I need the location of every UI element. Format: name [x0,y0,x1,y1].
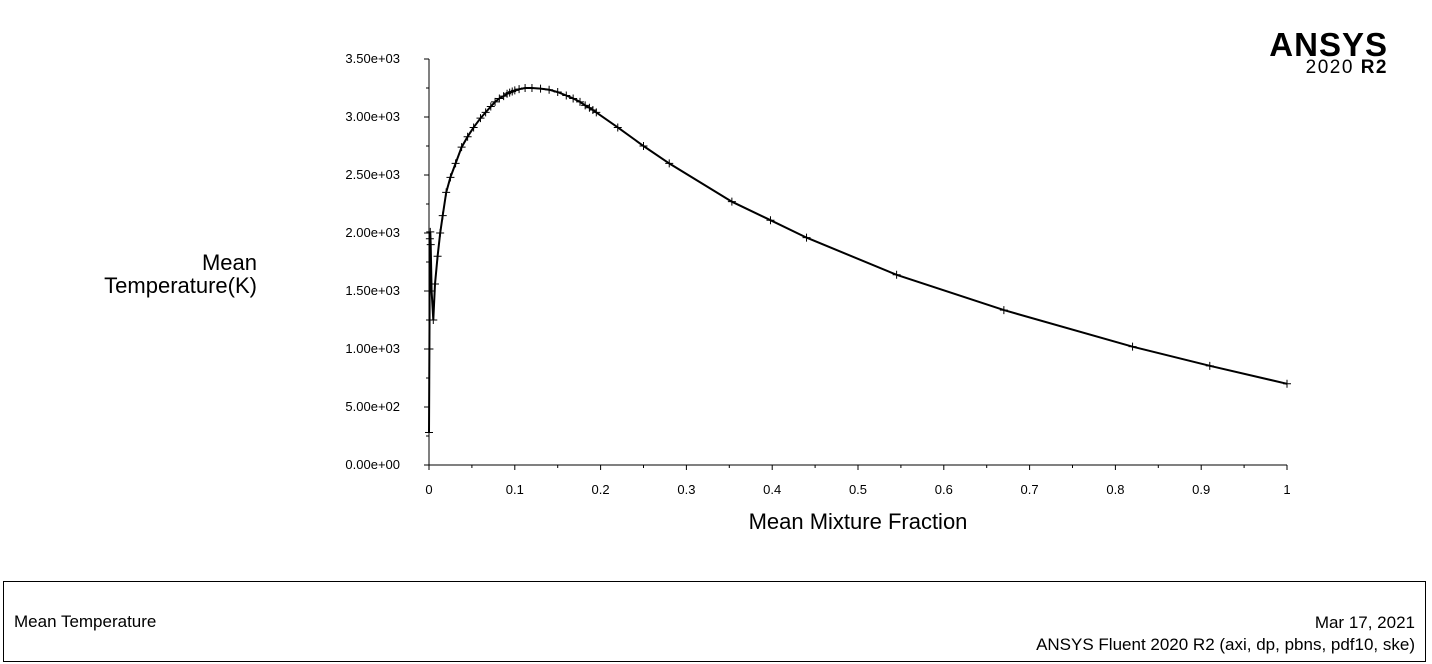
data-point-marker [892,270,901,279]
y-tick-label: 1.00e+03 [345,341,400,356]
data-point-marker [576,97,585,106]
ansys-logo: ANSYS 2020 R2 [1269,28,1388,77]
data-point-marker [481,108,490,117]
data-point-marker [727,197,736,206]
data-point-marker [536,84,545,93]
data-point-marker [510,86,519,95]
data-point-marker [515,85,524,94]
y-tick-label: 0.00e+00 [345,457,400,472]
data-point-marker [427,287,436,295]
data-point-marker [425,234,434,243]
data-point-marker [429,316,438,324]
x-tick-label: 1 [1283,482,1290,497]
data-point-marker [426,227,435,236]
footer-plot-title: Mean Temperature [14,612,157,631]
data-point-marker [491,97,500,106]
logo-version: 2020 R2 [1269,58,1388,77]
x-tick-label: 0.7 [1021,482,1039,497]
x-tick-label: 0.3 [677,482,695,497]
data-point-marker [553,88,562,97]
data-point-marker [999,306,1008,315]
logo-version-release: R2 [1360,57,1388,78]
data-point-marker [442,188,451,197]
footer-date: Mar 17, 2021 [1314,613,1415,632]
data-point-marker [521,84,530,92]
data-point-marker [469,123,478,132]
data-point-marker [486,102,495,111]
data-point-marker [438,211,447,220]
data-point-marker [431,280,440,289]
data-point-marker [592,108,601,117]
y-axis-ticks: 0.00e+00 5.00e+02 1.00e+03 1.50e+03 2.00e+03… [345,51,429,472]
data-point-marker [613,123,622,132]
y-tick-label: 3.00e+03 [345,109,400,124]
x-axis-ticks: 0 0.1 0.2 0.3 0.4 0.5 0.6 0.7 0.8 0.9 1 [425,465,1291,497]
data-point-marker [569,94,578,103]
data-point-marker [433,252,442,261]
data-point-marker [495,94,504,103]
plot-footer: Mean Temperature Mar 17, 2021 ANSYS Flue… [3,581,1426,662]
x-tick-label: 0.9 [1192,482,1210,497]
data-point-marker [426,240,435,249]
data-point-marker [476,114,485,123]
y-tick-label: 2.50e+03 [345,167,400,182]
y-tick-label: 1.50e+03 [345,283,400,298]
temperature-chart: 0.00e+00 5.00e+02 1.00e+03 1.50e+03 2.00e+03… [104,51,1291,534]
data-point-marker [545,85,554,94]
x-tick-label: 0 [425,482,432,497]
y-tick-label: 5.00e+02 [345,399,400,414]
data-point-marker [802,233,811,242]
data-point-marker [457,143,466,152]
data-point-marker [446,173,455,182]
data-point-marker [451,159,460,168]
data-point-marker [665,159,674,168]
x-tick-label: 0.4 [763,482,781,497]
data-point-marker [436,229,445,237]
data-point-marker [527,84,536,92]
y-axis-label-line-1: Mean [202,250,257,275]
data-point-marker [1128,342,1137,351]
footer-info: Mar 17, 2021 ANSYS Fluent 2020 R2 (axi, … [1036,612,1415,656]
logo-brand: ANSYS [1269,26,1388,63]
data-point-marker [562,91,571,100]
x-tick-label: 0.6 [935,482,953,497]
footer-solver-info: ANSYS Fluent 2020 R2 (axi, dp, pbns, pdf… [1036,635,1415,654]
data-point-marker [425,345,434,353]
data-point-marker [463,132,472,141]
y-axis-label-line-2: Temperature(K) [104,273,257,298]
data-point-marker [1283,379,1291,388]
series-line [428,87,1288,433]
y-tick-label: 3.50e+03 [345,51,400,66]
x-tick-label: 0.1 [506,482,524,497]
data-point-marker [639,142,648,150]
data-point-marker [766,216,775,225]
series-markers [425,84,1291,437]
x-tick-label: 0.2 [592,482,610,497]
data-point-marker [425,428,433,437]
x-tick-label: 0.5 [849,482,867,497]
data-point-marker [1205,361,1214,370]
x-tick-label: 0.8 [1106,482,1124,497]
y-tick-label: 2.00e+03 [345,225,400,240]
data-point-marker [581,101,590,110]
logo-version-year: 2020 [1305,57,1354,78]
x-axis-label: Mean Mixture Fraction [749,509,968,534]
